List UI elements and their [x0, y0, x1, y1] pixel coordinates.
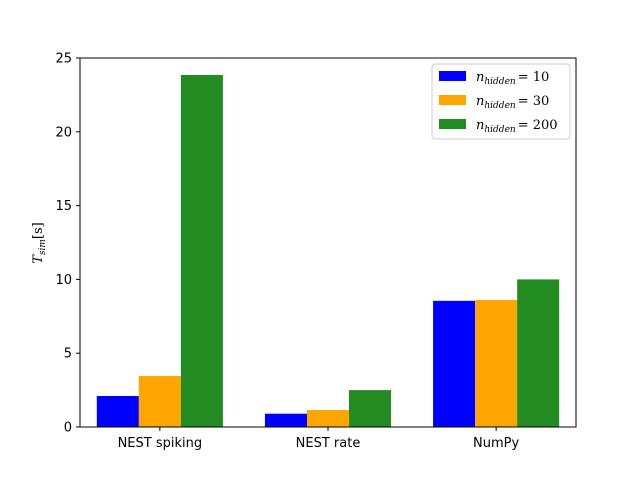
legend-entry-3: nhidden = 200 — [476, 118, 558, 135]
y-axis-label: Tsim[s] — [31, 222, 48, 264]
legend-value: = 200 — [518, 118, 558, 133]
legend-swatch-2 — [439, 95, 466, 105]
legend-value: = 10 — [518, 70, 550, 85]
y-tick-label: 10 — [55, 273, 72, 288]
bar-1-2 — [264, 413, 307, 427]
legend-entry-1: nhidden = 10 — [476, 70, 549, 87]
x-axis: NEST spiking NEST rate NumPy — [118, 427, 520, 451]
x-tick-label: NumPy — [473, 436, 519, 451]
legend-swatch-3 — [439, 119, 466, 129]
y-axis-label-sub: sim — [38, 239, 48, 255]
x-tick-label: NEST spiking — [118, 436, 203, 451]
bar-1-3 — [433, 300, 476, 427]
y-axis-label-unit: [s] — [31, 222, 46, 239]
bar-2-3 — [475, 300, 518, 427]
legend-var: n — [476, 94, 484, 109]
legend-value: = 30 — [518, 94, 550, 109]
y-tick-label: 5 — [64, 347, 72, 362]
y-axis: 0 5 10 15 20 25 — [55, 52, 80, 436]
legend-var: n — [476, 118, 484, 133]
y-tick-label: 25 — [55, 52, 72, 67]
legend-var: n — [476, 70, 484, 85]
y-axis-label-var: T — [31, 254, 46, 264]
legend-sub: hidden — [484, 125, 516, 135]
x-tick-label: NEST rate — [296, 436, 361, 451]
bar-1-1 — [96, 396, 139, 427]
bar-3-3 — [517, 279, 560, 427]
legend-swatch-1 — [439, 71, 466, 81]
bar-3-1 — [180, 74, 223, 427]
legend-frame — [431, 63, 571, 140]
y-tick-label: 15 — [55, 199, 72, 214]
bars-group — [96, 74, 560, 427]
y-tick-label: 0 — [64, 421, 72, 436]
legend-sub: hidden — [484, 101, 516, 111]
legend-entry-2: nhidden = 30 — [476, 94, 549, 111]
y-tick-label: 20 — [55, 125, 72, 140]
bar-3-2 — [349, 390, 392, 427]
legend-sub: hidden — [484, 77, 516, 87]
bar-2-1 — [138, 376, 181, 427]
bar-2-2 — [306, 410, 350, 427]
